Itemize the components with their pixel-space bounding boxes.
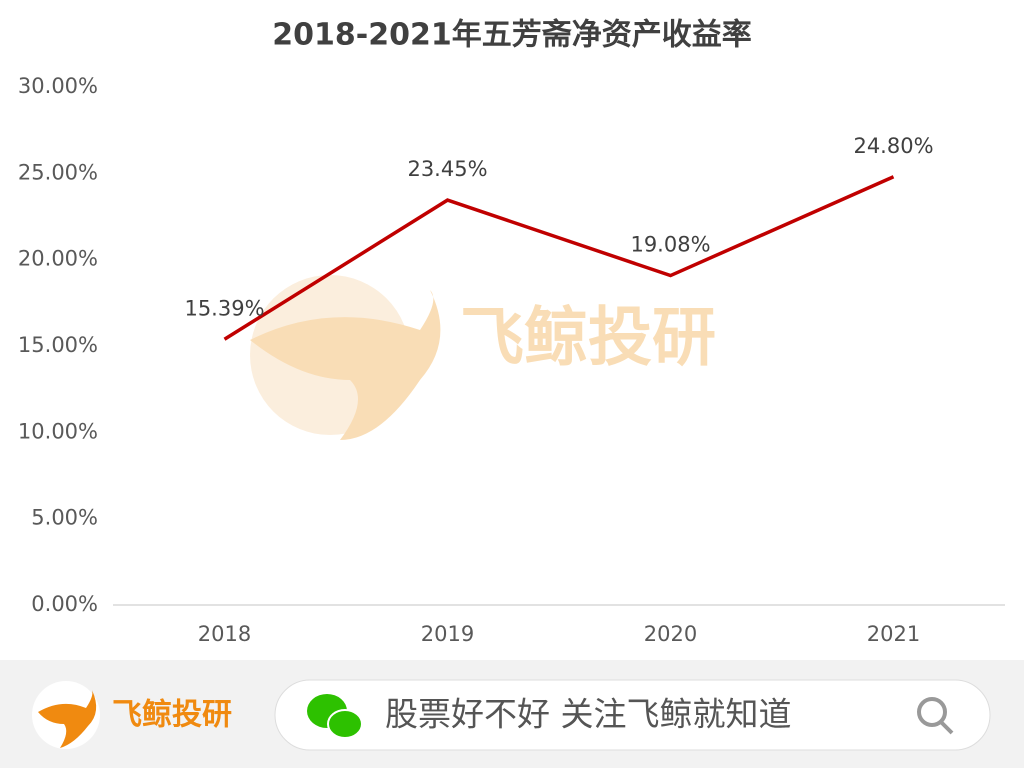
- y-tick-label: 15.00%: [18, 333, 98, 357]
- line: [223, 175, 895, 341]
- watermark-logo: [250, 275, 410, 435]
- y-tick-label: 10.00%: [18, 419, 98, 443]
- y-tick-label: 30.00%: [18, 74, 98, 98]
- x-tick-label: 2020: [644, 622, 697, 646]
- watermark: 飞鲸投研: [250, 275, 716, 440]
- search-icon[interactable]: [917, 697, 947, 727]
- watermark-text: 飞鲸投研: [460, 302, 716, 376]
- search-icon-handle: [939, 720, 954, 735]
- chart-title: 2018-2021年五芳斋净资产收益率: [272, 18, 751, 53]
- brand-whale: [38, 690, 97, 748]
- y-tick-label: 20.00%: [18, 247, 98, 271]
- y-tick-label: 25.00%: [18, 160, 98, 184]
- data-label: 19.08%: [630, 233, 710, 257]
- data-label: 24.80%: [853, 134, 933, 158]
- data-label: 23.45%: [407, 157, 487, 181]
- x-tick-label: 2021: [867, 622, 920, 646]
- wechat-icon: [327, 709, 363, 739]
- search-box[interactable]: [274, 679, 991, 751]
- data-label: 15.39%: [184, 296, 264, 320]
- brand-name: 飞鲸投研: [112, 698, 232, 733]
- watermark-whale: [250, 290, 441, 440]
- y-tick-label: 0.00%: [31, 592, 98, 616]
- plot-area: 0.00% 5.00% 10.00% 15.00% 20.00% 25.00% 30.00%…: [18, 74, 1005, 646]
- x-tick-label: 2019: [421, 622, 474, 646]
- x-tick-label: 2018: [198, 622, 251, 646]
- search-text: 股票好不好 关注飞鲸就知道: [385, 695, 792, 734]
- y-tick-label: 5.00%: [31, 506, 98, 530]
